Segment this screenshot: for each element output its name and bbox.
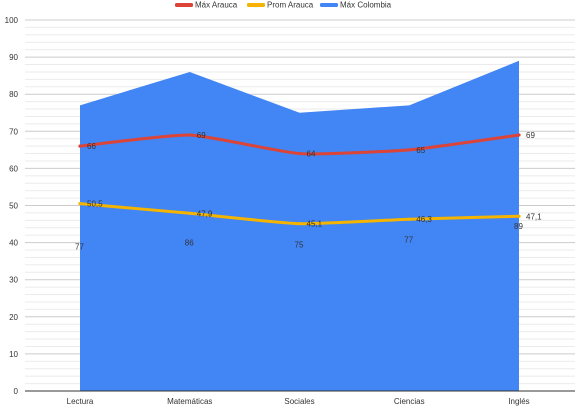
legend-label-prom-arauca: Prom Arauca — [267, 1, 314, 10]
y-tick-label: 20 — [9, 313, 18, 322]
y-tick-label: 80 — [9, 90, 18, 99]
point-prom-arauca — [188, 211, 192, 215]
legend-swatch-max-arauca — [175, 3, 193, 7]
point-max-arauca — [517, 133, 521, 137]
data-label-max-arauca: 64 — [307, 150, 316, 159]
legend-label-max-colombia: Máx Colombia — [340, 1, 392, 10]
data-label-max-colombia: 77 — [75, 242, 84, 251]
x-tick-label: Matemáticas — [167, 397, 212, 406]
data-label-prom-arauca: 47,1 — [526, 212, 542, 221]
point-max-arauca — [188, 133, 192, 137]
data-label-prom-arauca: 46,3 — [416, 215, 432, 224]
area-layer — [80, 60, 519, 392]
y-tick-label: 30 — [9, 276, 18, 285]
legend-swatch-prom-arauca — [247, 3, 265, 7]
legend: Máx Arauca Prom Arauca Máx Colombia — [175, 1, 392, 10]
data-label-max-colombia: 86 — [185, 238, 194, 247]
y-tick-label: 100 — [5, 16, 19, 25]
area-maxcolombia — [80, 60, 519, 392]
x-tick-label: Inglés — [508, 397, 529, 406]
x-tick-label: Sociales — [284, 397, 314, 406]
point-prom-arauca — [407, 217, 411, 221]
data-label-max-arauca: 69 — [197, 131, 206, 140]
legend-label-max-arauca: Máx Arauca — [195, 1, 238, 10]
y-tick-label: 50 — [9, 202, 18, 211]
point-prom-arauca — [517, 214, 521, 218]
x-tick-label: Ciencias — [394, 397, 425, 406]
y-tick-label: 40 — [9, 239, 18, 248]
line-layer — [78, 133, 521, 226]
point-prom-arauca — [297, 222, 302, 226]
y-tick-label: 0 — [14, 387, 19, 396]
y-tick-label: 70 — [9, 127, 18, 136]
point-max-arauca — [407, 148, 411, 152]
data-labels: 66 69 64 65 69 50,5 47,9 45,1 46,3 47,1 77 86 75 77 89 — [75, 131, 542, 251]
axes: 0 10 20 30 40 50 60 70 80 90 100 Lectura Matemáticas… — [5, 16, 575, 406]
data-label-max-colombia: 75 — [295, 240, 304, 249]
data-label-max-arauca: 66 — [87, 142, 96, 151]
y-tick-label: 90 — [9, 53, 18, 62]
point-max-arauca — [297, 151, 302, 156]
point-max-arauca — [78, 144, 82, 148]
data-label-prom-arauca: 50,5 — [87, 200, 103, 209]
y-tick-label: 10 — [9, 350, 18, 359]
y-tick-label: 60 — [9, 164, 18, 173]
data-label-max-arauca: 69 — [526, 131, 535, 140]
x-tick-label: Lectura — [67, 397, 94, 406]
legend-swatch-max-colombia — [320, 3, 338, 7]
data-label-max-colombia: 89 — [514, 222, 523, 231]
data-label-max-colombia: 77 — [404, 235, 413, 244]
data-label-max-arauca: 65 — [416, 146, 425, 155]
point-prom-arauca — [78, 202, 82, 206]
data-label-prom-arauca: 47,9 — [197, 209, 213, 218]
data-label-prom-arauca: 45,1 — [307, 220, 323, 229]
